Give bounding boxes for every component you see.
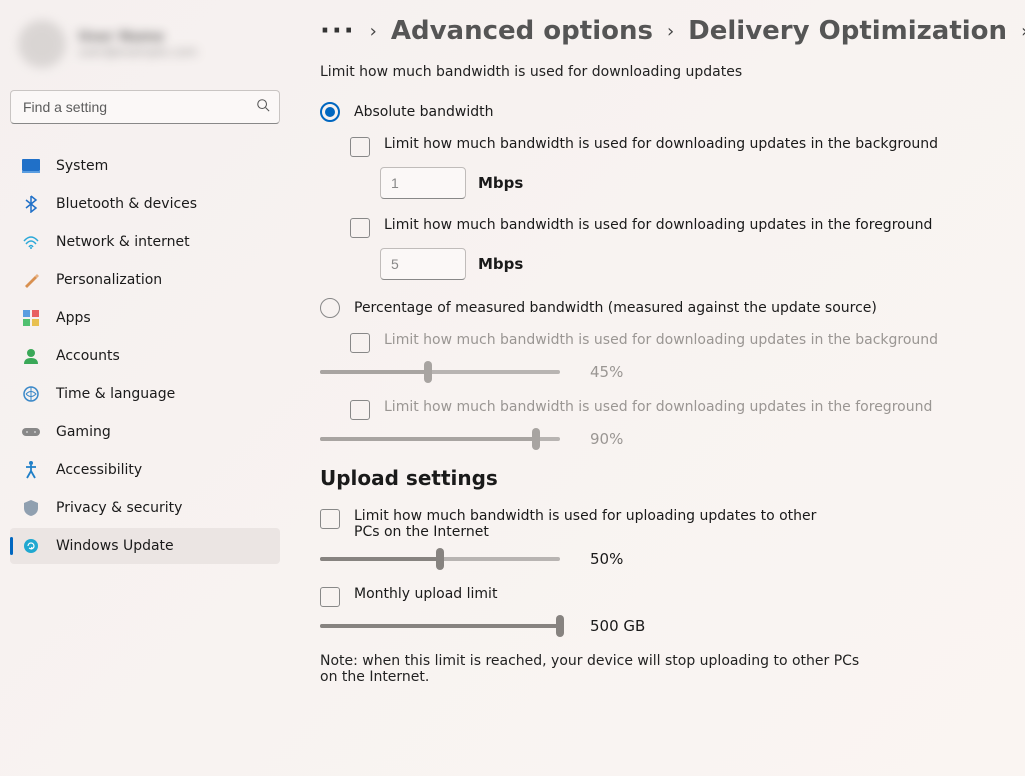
slider-value: 50% — [590, 550, 623, 568]
radio-icon[interactable] — [320, 298, 340, 318]
radio-label: Percentage of measured bandwidth (measur… — [354, 300, 877, 316]
bg-pct-slider — [320, 363, 560, 381]
sidebar-item-label: System — [56, 158, 108, 174]
breadcrumb-ellipsis[interactable]: ··· — [320, 16, 356, 46]
sidebar: User Name user@example.com System Blueto… — [0, 0, 290, 776]
unit-label: Mbps — [478, 255, 523, 273]
sidebar-item-label: Privacy & security — [56, 500, 182, 516]
sidebar-item-label: Gaming — [56, 424, 111, 440]
sidebar-item-label: Apps — [56, 310, 91, 326]
personalization-icon — [22, 271, 40, 289]
sidebar-item-gaming[interactable]: Gaming — [10, 414, 280, 450]
checkbox-icon — [350, 400, 370, 420]
sidebar-item-accessibility[interactable]: Accessibility — [10, 452, 280, 488]
sidebar-item-apps[interactable]: Apps — [10, 300, 280, 336]
system-icon — [22, 157, 40, 175]
sidebar-item-label: Time & language — [56, 386, 175, 402]
check-limit-fg-pct: Limit how much bandwidth is used for dow… — [350, 399, 1025, 420]
download-subtitle: Limit how much bandwidth is used for dow… — [320, 64, 1025, 80]
check-limit-upload-bw[interactable]: Limit how much bandwidth is used for upl… — [320, 508, 1025, 540]
check-label: Limit how much bandwidth is used for dow… — [384, 399, 932, 415]
sidebar-item-accounts[interactable]: Accounts — [10, 338, 280, 374]
accounts-icon — [22, 347, 40, 365]
time-icon — [22, 385, 40, 403]
slider-value: 45% — [590, 363, 623, 381]
radio-percentage-bandwidth[interactable]: Percentage of measured bandwidth (measur… — [320, 298, 1025, 318]
check-label: Limit how much bandwidth is used for upl… — [354, 508, 834, 540]
sidebar-item-windows-update[interactable]: Windows Update — [10, 528, 280, 564]
sidebar-item-label: Accessibility — [56, 462, 142, 478]
sidebar-item-label: Network & internet — [56, 234, 190, 250]
search-icon[interactable] — [256, 98, 270, 116]
network-icon — [22, 233, 40, 251]
profile-email: user@example.com — [78, 45, 197, 59]
bg-mbps-input[interactable] — [380, 167, 466, 199]
profile-name: User Name — [78, 29, 197, 45]
chevron-right-icon: › — [667, 21, 674, 42]
radio-label: Absolute bandwidth — [354, 104, 493, 120]
sidebar-item-label: Bluetooth & devices — [56, 196, 197, 212]
bluetooth-icon — [22, 195, 40, 213]
radio-absolute-bandwidth[interactable]: Absolute bandwidth — [320, 102, 1025, 122]
sidebar-item-bluetooth[interactable]: Bluetooth & devices — [10, 186, 280, 222]
checkbox-icon[interactable] — [320, 587, 340, 607]
sidebar-item-personalization[interactable]: Personalization — [10, 262, 280, 298]
check-limit-fg-absolute[interactable]: Limit how much bandwidth is used for dow… — [350, 217, 1025, 238]
monthly-limit-slider[interactable] — [320, 617, 560, 635]
breadcrumb-item[interactable]: Delivery Optimization — [688, 16, 1007, 46]
check-label: Limit how much bandwidth is used for dow… — [384, 332, 938, 348]
update-icon — [22, 537, 40, 555]
sidebar-item-label: Personalization — [56, 272, 162, 288]
breadcrumb: ··· › Advanced options › Delivery Optimi… — [320, 16, 1025, 46]
checkbox-icon — [350, 333, 370, 353]
gaming-icon — [22, 423, 40, 441]
avatar — [18, 20, 66, 68]
check-label: Limit how much bandwidth is used for dow… — [384, 217, 932, 233]
fg-mbps-input[interactable] — [380, 248, 466, 280]
breadcrumb-item[interactable]: Advanced options — [391, 16, 653, 46]
checkbox-icon[interactable] — [320, 509, 340, 529]
upload-note: Note: when this limit is reached, your d… — [320, 653, 860, 685]
sidebar-item-system[interactable]: System — [10, 148, 280, 184]
profile-block[interactable]: User Name user@example.com — [10, 12, 280, 76]
sidebar-item-network[interactable]: Network & internet — [10, 224, 280, 260]
slider-value: 90% — [590, 430, 623, 448]
content-area: ··· › Advanced options › Delivery Optimi… — [290, 0, 1025, 776]
search-box — [10, 90, 280, 124]
privacy-icon — [22, 499, 40, 517]
sidebar-item-privacy[interactable]: Privacy & security — [10, 490, 280, 526]
chevron-right-icon: › — [370, 21, 377, 42]
checkbox-icon[interactable] — [350, 137, 370, 157]
check-limit-bg-pct: Limit how much bandwidth is used for dow… — [350, 332, 1025, 353]
fg-pct-slider — [320, 430, 560, 448]
check-limit-bg-absolute[interactable]: Limit how much bandwidth is used for dow… — [350, 136, 1025, 157]
sidebar-item-label: Windows Update — [56, 538, 174, 554]
unit-label: Mbps — [478, 174, 523, 192]
check-monthly-limit[interactable]: Monthly upload limit — [320, 586, 1025, 607]
apps-icon — [22, 309, 40, 327]
search-input[interactable] — [10, 90, 280, 124]
sidebar-item-time[interactable]: Time & language — [10, 376, 280, 412]
checkbox-icon[interactable] — [350, 218, 370, 238]
upload-settings-heading: Upload settings — [320, 466, 1025, 490]
check-label: Monthly upload limit — [354, 586, 497, 602]
upload-bw-slider[interactable] — [320, 550, 560, 568]
sidebar-nav: System Bluetooth & devices Network & int… — [10, 148, 280, 564]
check-label: Limit how much bandwidth is used for dow… — [384, 136, 938, 152]
accessibility-icon — [22, 461, 40, 479]
sidebar-item-label: Accounts — [56, 348, 120, 364]
radio-icon[interactable] — [320, 102, 340, 122]
slider-value: 500 GB — [590, 617, 645, 635]
chevron-right-icon: › — [1021, 21, 1025, 42]
